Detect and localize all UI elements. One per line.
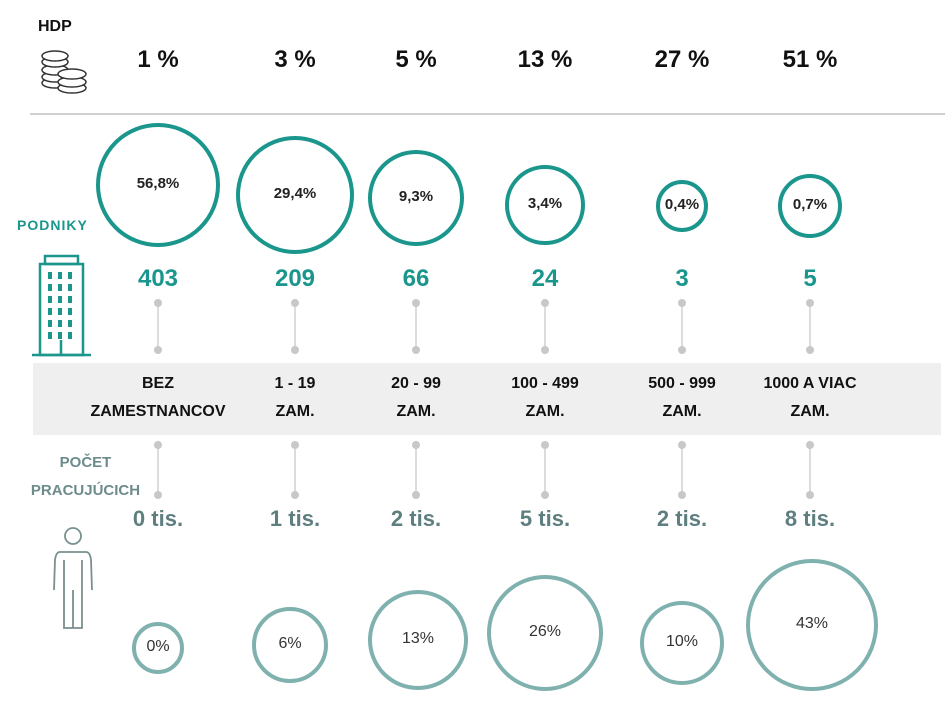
hdp-value: 13 % (517, 46, 573, 73)
podniky-count: 66 (402, 265, 430, 292)
category-label-line2: ZAM. (396, 403, 436, 420)
coins-icon (41, 50, 87, 94)
podniky-count: 403 (137, 265, 179, 292)
connector-dot (806, 441, 814, 449)
workers-share-label: 13% (401, 630, 435, 647)
category-label-line1: BEZ (142, 375, 174, 392)
connector-dot (678, 441, 686, 449)
connector-dot (678, 299, 686, 307)
connector-dot (154, 491, 162, 499)
workers-share-bubble (746, 559, 878, 691)
workers-label: POČET PRACUJÚCICH (18, 449, 153, 505)
connector-dot (154, 441, 162, 449)
connector-dot (541, 299, 549, 307)
podniky-share-label: 29,4% (273, 185, 317, 202)
workers-count: 2 tis. (656, 506, 708, 531)
connector-dot (412, 346, 420, 354)
podniky-share-label: 0,4% (664, 196, 700, 213)
connector-dot (541, 491, 549, 499)
podniky-share-label: 0,7% (792, 196, 828, 213)
workers-count: 0 tis. (132, 506, 184, 531)
workers-share-bubble (252, 607, 328, 683)
podniky-share-label: 56,8% (136, 175, 180, 192)
workers-share-label: 0% (146, 638, 170, 655)
podniky-share-bubble (656, 180, 708, 232)
connector-dot (291, 491, 299, 499)
connector-dot (291, 346, 299, 354)
workers-share-bubble (132, 622, 184, 674)
hdp-label: HDP (38, 18, 72, 35)
podniky-count: 5 (803, 265, 817, 292)
podniky-share-bubble (368, 150, 464, 246)
category-label-line2: ZAM. (525, 403, 565, 420)
workers-share-label: 43% (795, 615, 829, 632)
person-icon (53, 527, 93, 629)
connector-dot (806, 491, 814, 499)
connector-dot (678, 491, 686, 499)
category-label-line2: ZAM. (662, 403, 702, 420)
category-label-line1: 1 - 19 (274, 375, 316, 392)
category-label: 100 - 499 ZAM. (465, 370, 625, 426)
connector-dot (412, 299, 420, 307)
building-windows (48, 272, 72, 339)
workers-count: 2 tis. (390, 506, 442, 531)
category-label-line1: 500 - 999 (648, 375, 716, 392)
podniky-share-label: 3,4% (527, 195, 563, 212)
category-label-line1: 100 - 499 (511, 375, 579, 392)
hdp-value: 3 % (274, 46, 316, 73)
podniky-count: 24 (531, 265, 559, 292)
connector-dot (291, 441, 299, 449)
category-band (33, 363, 941, 435)
category-label: 20 - 99 ZAM. (336, 370, 496, 426)
workers-share-bubble (640, 601, 724, 685)
podniky-label: PODNIKY (17, 217, 88, 233)
podniky-share-label: 9,3% (398, 188, 434, 205)
podniky-count: 209 (274, 265, 316, 292)
workers-share-bubble (487, 575, 603, 691)
workers-share-label: 26% (528, 623, 562, 640)
connector-dot (541, 346, 549, 354)
category-label: 1000 A VIAC ZAM. (730, 370, 890, 426)
hdp-value: 1 % (137, 46, 179, 73)
category-label-line2: ZAMESTNANCOV (90, 403, 226, 420)
connector-dot (678, 346, 686, 354)
workers-count: 5 tis. (519, 506, 571, 531)
workers-label-line1: POČET (59, 454, 112, 471)
podniky-count: 3 (675, 265, 689, 292)
workers-share-label: 10% (665, 633, 699, 650)
workers-count: 8 tis. (784, 506, 836, 531)
connector-dot (154, 346, 162, 354)
hdp-value: 5 % (395, 46, 437, 73)
podniky-share-bubble (778, 174, 842, 238)
category-label: BEZ ZAMESTNANCOV (78, 370, 238, 426)
podniky-share-bubble (236, 136, 354, 254)
connector-dot (412, 491, 420, 499)
podniky-share-bubble (96, 123, 220, 247)
connector-dot (412, 441, 420, 449)
category-label: 500 - 999 ZAM. (602, 370, 762, 426)
connector-dot (806, 299, 814, 307)
connector-dot (291, 299, 299, 307)
building-icon (32, 254, 91, 357)
category-label-line2: ZAM. (790, 403, 830, 420)
workers-count: 1 tis. (269, 506, 321, 531)
hdp-value: 51 % (782, 46, 838, 73)
workers-share-bubble (368, 590, 468, 690)
hdp-value: 27 % (654, 46, 710, 73)
connector-dot (154, 299, 162, 307)
workers-share-label: 6% (278, 635, 302, 652)
category-label: 1 - 19 ZAM. (215, 370, 375, 426)
category-label-line1: 1000 A VIAC (763, 375, 857, 392)
workers-label-line2: PRACUJÚCICH (30, 482, 141, 499)
podniky-share-bubble (505, 165, 585, 245)
connector-dot (541, 441, 549, 449)
category-label-line2: ZAM. (275, 403, 315, 420)
connector-dot (806, 346, 814, 354)
category-label-line1: 20 - 99 (391, 375, 441, 392)
